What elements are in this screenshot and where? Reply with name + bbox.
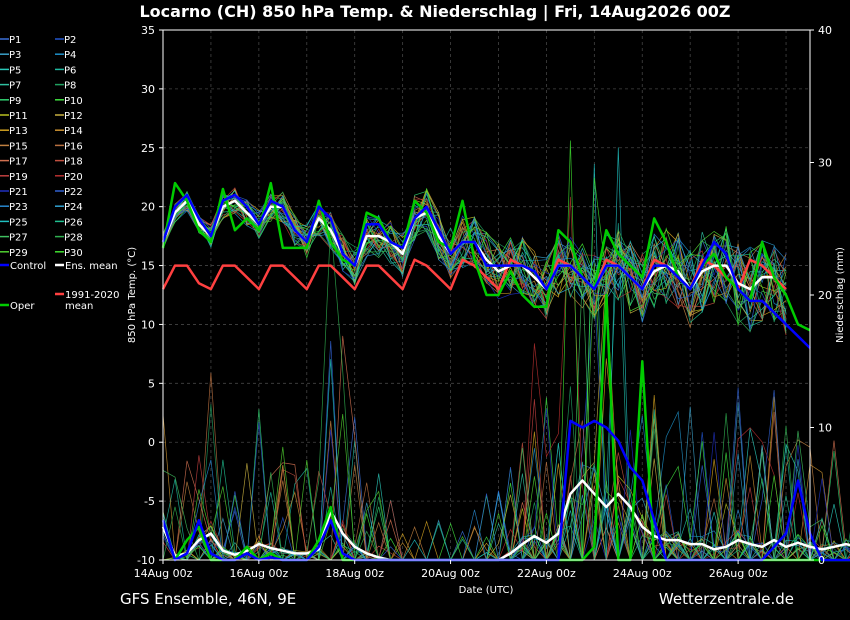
ens-mean-precip-line	[161, 479, 850, 562]
legend-label-p22: P22	[64, 187, 83, 198]
footer-source: Wetterzentrale.de	[659, 590, 794, 608]
legend-label-p15: P15	[9, 141, 28, 152]
legend-label-oper: Oper	[10, 301, 35, 312]
y-tick-label: 10	[141, 318, 155, 331]
legend: P1 P2 P3 P4 P5 P6 P7 P8 P9 P10 P11 P12 P13 P14 P15 P16 P…	[0, 35, 120, 312]
y2-axis-label: Niederschlag (mm)	[835, 247, 846, 343]
legend-label-p2: P2	[64, 35, 76, 46]
legend-label-p6: P6	[64, 65, 76, 76]
member-precip-line	[163, 372, 850, 561]
member-temp-line	[162, 194, 787, 320]
y2-tick-label: 0	[818, 554, 825, 567]
legend-label-p10: P10	[64, 96, 83, 107]
y2-tick-label: 40	[818, 24, 832, 37]
legend-label-p27: P27	[9, 233, 28, 244]
legend-label-ens-mean: Ens. mean	[65, 261, 118, 272]
y-tick-label: 25	[141, 142, 155, 155]
y-axis-label: 850 hPa Temp. (°C)	[127, 247, 138, 343]
legend-label-1991-2020-mean: 1991-2020 mean	[65, 290, 120, 312]
y-tick-label: 0	[148, 436, 155, 449]
y-tick-label: 30	[141, 83, 155, 96]
y-axis-ticks: -10 -5 0 5 10 15 20 25 30 35	[137, 24, 163, 567]
legend-label-p24: P24	[64, 202, 83, 213]
y-tick-label: 35	[141, 24, 155, 37]
y-tick-label: 15	[141, 260, 155, 273]
x-tick-label: 24Aug 00z	[613, 567, 672, 580]
series-lines	[161, 181, 850, 562]
legend-label-p17: P17	[9, 157, 28, 168]
legend-label-p16: P16	[64, 141, 83, 152]
x-tick-label: 22Aug 00z	[517, 567, 576, 580]
control-precip-line	[161, 419, 850, 562]
x-tick-label: 20Aug 00z	[421, 567, 480, 580]
legend-label-p19: P19	[9, 172, 28, 183]
y2-tick-label: 30	[818, 157, 832, 170]
legend-label-p9: P9	[9, 96, 21, 107]
legend-label-control: Control	[10, 261, 46, 272]
x-tick-label: 14Aug 00z	[134, 567, 193, 580]
legend-label-p29: P29	[9, 248, 28, 259]
legend-label-p14: P14	[64, 126, 83, 137]
x-tick-label: 16Aug 00z	[229, 567, 288, 580]
y-tick-label: -5	[144, 495, 155, 508]
y-tick-label: -10	[137, 554, 155, 567]
legend-label-p28: P28	[64, 233, 83, 244]
y2-tick-label: 20	[818, 289, 832, 302]
y2-axis-ticks: 0 10 20 30 40	[810, 24, 832, 567]
legend-label-p21: P21	[9, 187, 28, 198]
y-tick-label: 20	[141, 201, 155, 214]
x-tick-label: 26Aug 00z	[709, 567, 768, 580]
legend-label-p13: P13	[9, 126, 28, 137]
control-temp-line	[161, 193, 811, 349]
legend-label-p20: P20	[64, 172, 83, 183]
legend-label-p1: P1	[9, 35, 21, 46]
legend-label-p26: P26	[64, 217, 83, 228]
legend-label-p4: P4	[64, 50, 76, 61]
footer-model: GFS Ensemble, 46N, 9E	[120, 590, 296, 608]
legend-label-p3: P3	[9, 50, 21, 61]
legend-label-p11: P11	[9, 111, 28, 122]
y2-tick-label: 10	[818, 422, 832, 435]
x-tick-label: 18Aug 00z	[325, 567, 384, 580]
legend-label-p18: P18	[64, 157, 83, 168]
legend-label-p30: P30	[64, 248, 83, 259]
legend-label-p8: P8	[64, 81, 76, 92]
legend-label-p12: P12	[64, 111, 83, 122]
y-tick-label: 5	[148, 377, 155, 390]
legend-label-p25: P25	[9, 217, 28, 228]
oper-precip-line	[161, 293, 850, 562]
member-temp-line	[162, 190, 787, 334]
x-axis-label: Date (UTC)	[459, 585, 514, 596]
legend-label-p5: P5	[9, 65, 21, 76]
member-temp-line	[162, 187, 787, 321]
chart-title: Locarno (CH) 850 hPa Temp. & Niederschla…	[139, 2, 730, 22]
legend-label-p23: P23	[9, 202, 28, 213]
legend-label-p7: P7	[9, 81, 21, 92]
x-axis-ticks: 14Aug 00z 16Aug 00z 18Aug 00z 20Aug 00z 22Au…	[134, 560, 768, 580]
